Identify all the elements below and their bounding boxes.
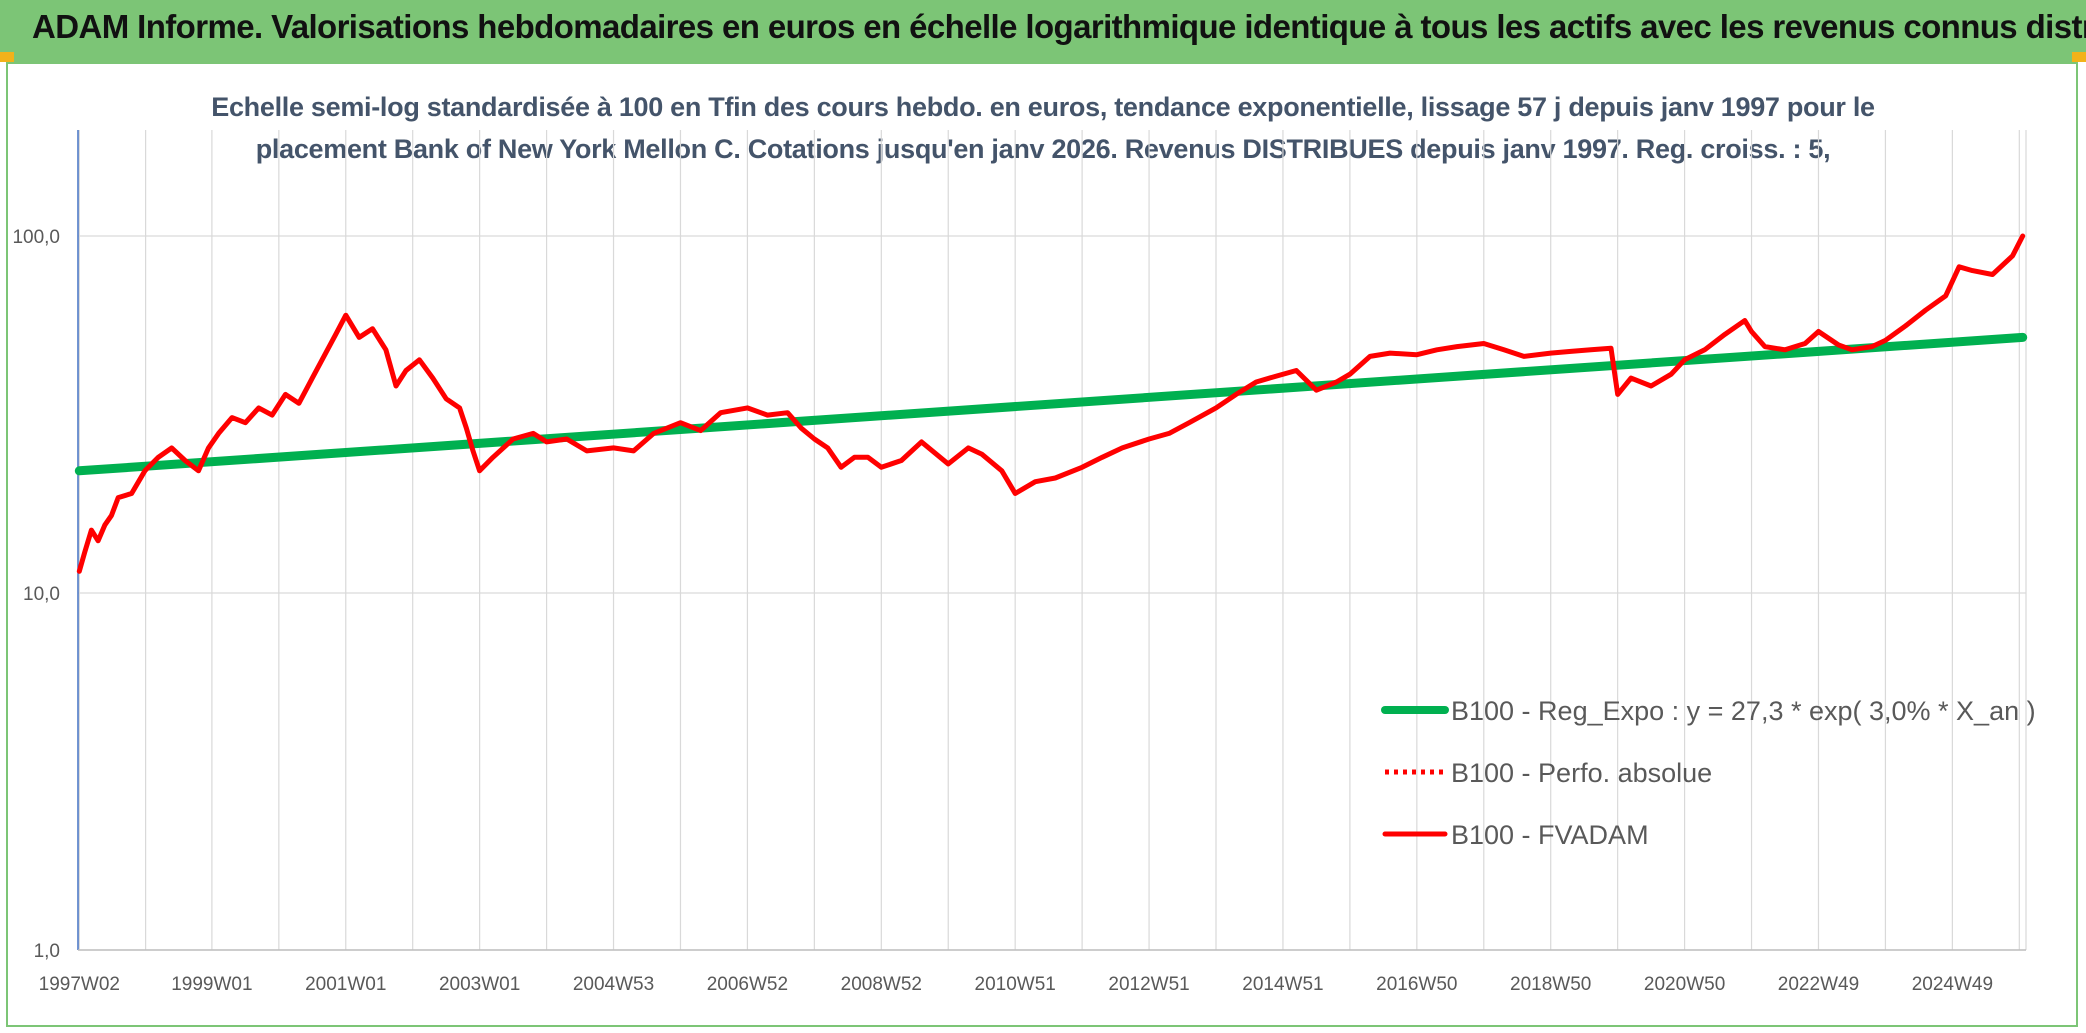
chart-title-line-1: Echelle semi-log standardisée à 100 en T… (211, 92, 1875, 122)
legend: B100 - Reg_Expo : y = 27,3 * exp( 3,0% *… (1381, 696, 2036, 850)
x-tick-label: 2018W50 (1510, 974, 1591, 995)
y-tick-label: 1,0 (34, 941, 60, 962)
x-tick-label: 2004W53 (573, 974, 654, 995)
x-tick-label: 2003W01 (439, 974, 520, 995)
header-bar: ADAM Informe. Valorisations hebdomadaire… (0, 0, 2086, 62)
series-lines (74, 233, 2028, 574)
x-tick-label: 2012W51 (1108, 974, 1189, 995)
x-tick-label: 1999W01 (171, 974, 252, 995)
x-tick-label: 2020W50 (1644, 974, 1725, 995)
x-tick-label: 2022W49 (1778, 974, 1859, 995)
series-line-0 (74, 332, 2028, 476)
legend-label-0: B100 - Reg_Expo : y = 27,3 * exp( 3,0% *… (1451, 696, 2036, 726)
x-tick-labels: 1997W02 1999W01 2001W01 2003W01 2004W53 2006W… (39, 974, 1993, 995)
x-tick-label: 2010W51 (975, 974, 1056, 995)
y-tick-label: 10,0 (23, 584, 60, 605)
x-tick-label: 2024W49 (1912, 974, 1993, 995)
grid-lines (78, 130, 2027, 951)
corner-marker-left (0, 52, 14, 62)
x-tick-label: 1997W02 (39, 974, 120, 995)
page-title: ADAM Informe. Valorisations hebdomadaire… (32, 8, 2086, 45)
corner-marker-right (2072, 52, 2086, 62)
chart-frame (6, 62, 2078, 1027)
x-tick-label: 2014W51 (1242, 974, 1323, 995)
y-tick-labels: 1,0 10,0 100,0 (12, 227, 60, 962)
legend-label-2: B100 - FVADAM (1451, 820, 1649, 850)
legend-label-1: B100 - Perfo. absolue (1451, 758, 1712, 788)
chart-title-line-2: placement Bank of New York Mellon C. Cot… (255, 134, 1831, 164)
axes (77, 130, 2026, 951)
x-tick-label: 2016W50 (1376, 974, 1457, 995)
y-tick-label: 100,0 (12, 227, 60, 248)
series-line-2 (76, 233, 2026, 574)
x-tick-label: 2006W52 (707, 974, 788, 995)
x-tick-label: 2001W01 (305, 974, 386, 995)
x-tick-label: 2008W52 (841, 974, 922, 995)
